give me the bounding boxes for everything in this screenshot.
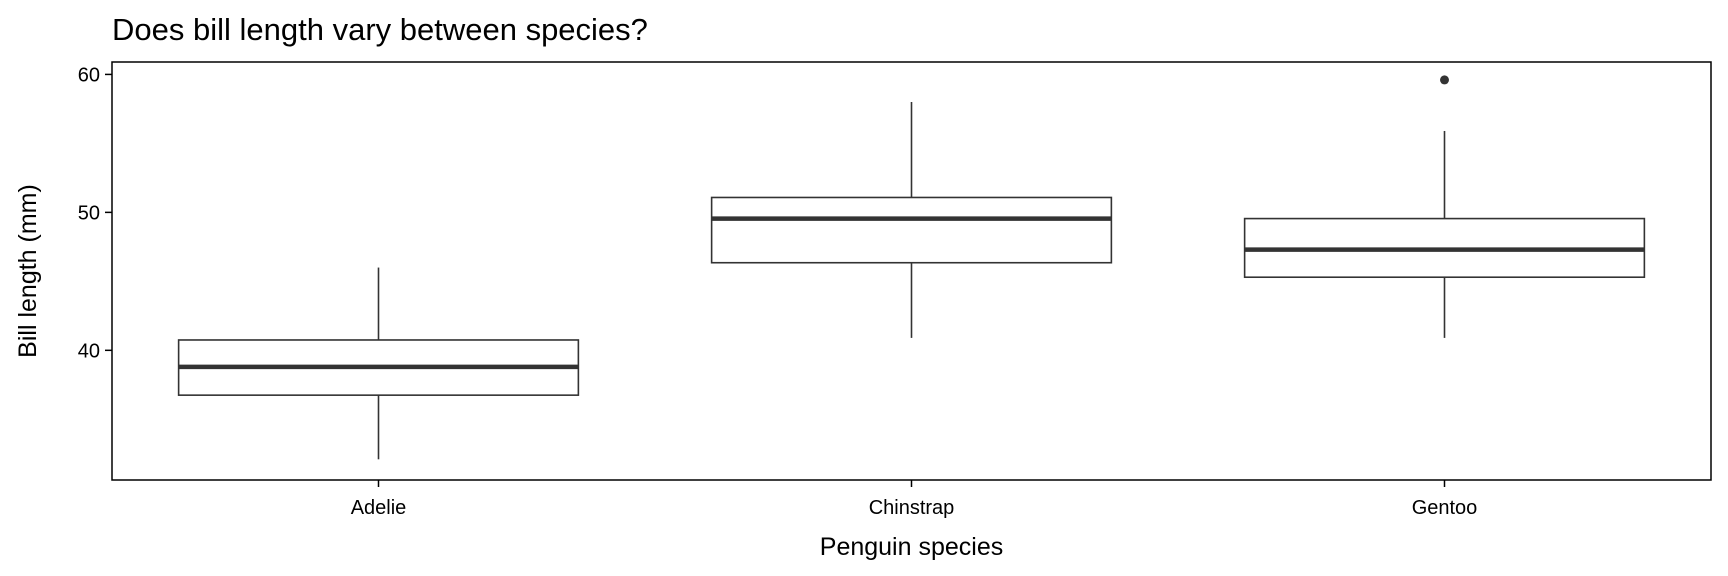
y-tick-label: 60: [78, 64, 100, 86]
x-axis-title: Penguin species: [820, 533, 1003, 561]
y-tick-label: 40: [78, 340, 100, 362]
y-tick-label: 50: [78, 202, 100, 224]
chart-title: Does bill length vary between species?: [112, 12, 648, 47]
x-axis: Adelie Chinstrap Gentoo: [351, 480, 1478, 519]
y-axis-title: Bill length (mm): [14, 184, 42, 358]
box-adelie: [177, 267, 580, 460]
outlier-point: [1440, 75, 1449, 85]
iqr-box: [710, 196, 1113, 264]
box-chinstrap: [710, 102, 1113, 338]
box-gentoo: [1243, 75, 1646, 338]
x-tick-label: Adelie: [351, 497, 407, 519]
x-tick-label: Gentoo: [1412, 497, 1478, 519]
y-axis: 40 50 60: [78, 64, 112, 362]
x-tick-label: Chinstrap: [869, 497, 955, 519]
box-group: [177, 75, 1646, 460]
